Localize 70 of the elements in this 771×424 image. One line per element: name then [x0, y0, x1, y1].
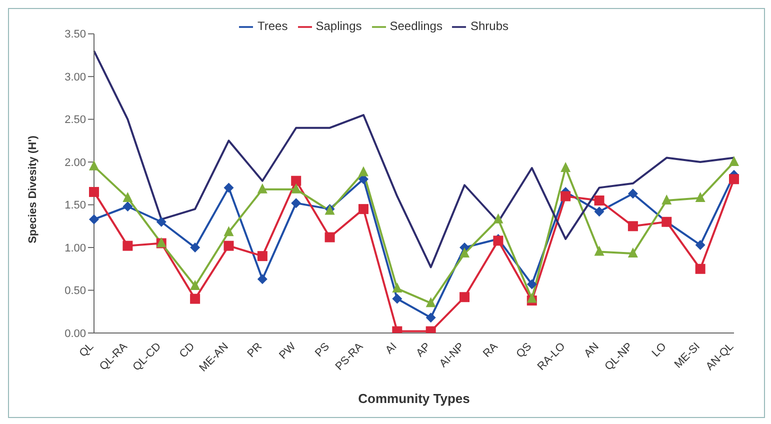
x-tick-label: LO — [650, 340, 670, 360]
point — [695, 192, 706, 202]
point — [560, 191, 571, 202]
x-tick-label: QL — [77, 340, 96, 360]
point — [594, 246, 604, 256]
x-axis-title: Community Types — [358, 391, 470, 406]
point — [526, 279, 537, 290]
point — [358, 166, 368, 176]
point — [493, 213, 504, 224]
point — [526, 292, 537, 303]
y-tick-label: 2.50 — [64, 114, 86, 126]
x-tick-label: RA — [481, 340, 501, 360]
y-tick-label: 0.00 — [64, 328, 86, 340]
point — [662, 194, 672, 205]
x-tick-label: CD — [177, 340, 198, 360]
x-tick-label: PR — [245, 340, 265, 360]
point — [291, 198, 302, 208]
point — [729, 156, 739, 166]
point — [224, 226, 234, 236]
y-tick-label: 0.50 — [64, 285, 86, 298]
point — [695, 240, 706, 250]
point — [358, 204, 368, 214]
x-tick-label: AI — [383, 340, 400, 356]
point — [628, 221, 638, 232]
point — [729, 174, 739, 184]
point — [392, 294, 402, 304]
point — [190, 280, 200, 290]
point — [594, 196, 604, 206]
point — [89, 214, 99, 224]
y-tick-label: 1.00 — [64, 242, 86, 254]
point — [257, 251, 268, 262]
legend-label: Shrubs — [470, 19, 508, 33]
point — [89, 160, 99, 170]
point — [460, 248, 470, 258]
point — [628, 188, 638, 199]
point — [257, 274, 268, 284]
x-tick-label: PS — [313, 340, 332, 360]
x-tick-label: AP — [414, 340, 433, 360]
point — [291, 176, 302, 186]
y-tick-label: 3.50 — [64, 28, 86, 41]
point — [122, 201, 133, 212]
point — [224, 182, 234, 193]
point — [324, 232, 335, 242]
x-tick-label: QS — [514, 340, 534, 360]
legend-label: Seedlings — [390, 19, 442, 33]
point — [628, 248, 638, 258]
point — [392, 282, 402, 293]
point — [460, 292, 470, 302]
point — [560, 162, 571, 172]
x-tick-label: AN — [582, 340, 602, 360]
legend-label: Saplings — [316, 19, 362, 33]
legend-label: Trees — [257, 19, 288, 33]
point — [156, 216, 166, 227]
point — [122, 240, 133, 251]
point — [224, 240, 234, 251]
x-tick-label: PW — [277, 340, 299, 362]
point — [257, 183, 268, 194]
point — [426, 312, 436, 323]
y-tick-label: 3.00 — [64, 71, 86, 84]
point — [190, 242, 200, 253]
point — [695, 264, 706, 274]
point — [89, 186, 99, 197]
point — [291, 183, 302, 194]
y-tick-label: 2.00 — [64, 156, 86, 169]
point — [122, 192, 133, 202]
y-axis-title: Species Divesity (H') — [26, 135, 39, 244]
point — [426, 297, 436, 308]
point — [190, 294, 200, 304]
y-tick-label: 1.50 — [64, 200, 86, 212]
point — [594, 206, 604, 217]
